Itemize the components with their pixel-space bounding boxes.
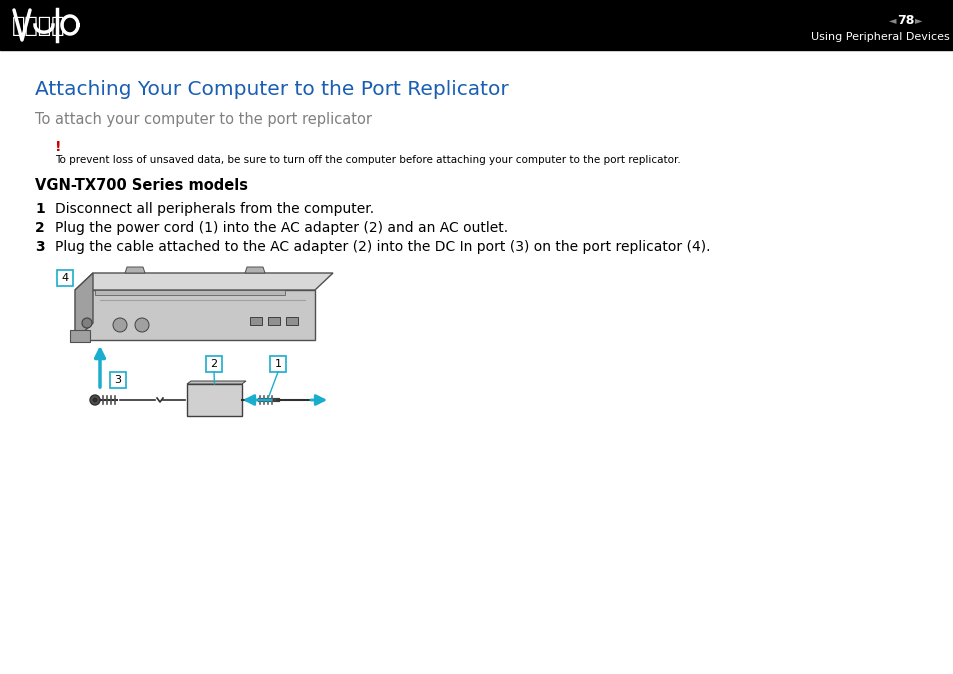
Circle shape — [135, 318, 149, 332]
Text: Plug the power cord (1) into the AC adapter (2) and an AC outlet.: Plug the power cord (1) into the AC adap… — [55, 221, 508, 235]
Bar — [110, 372, 126, 388]
Text: 2: 2 — [211, 359, 217, 369]
Circle shape — [90, 395, 100, 405]
Polygon shape — [187, 381, 246, 384]
Bar — [57, 270, 73, 286]
Text: 3: 3 — [35, 240, 45, 254]
Circle shape — [82, 318, 91, 328]
Text: 2: 2 — [35, 221, 45, 235]
Text: Plug the cable attached to the AC adapter (2) into the DC In port (3) on the por: Plug the cable attached to the AC adapte… — [55, 240, 710, 254]
Bar — [286, 317, 297, 325]
Bar — [0, 0, 953, 50]
Text: 1: 1 — [35, 202, 45, 216]
Circle shape — [112, 318, 127, 332]
Polygon shape — [125, 267, 145, 273]
Bar — [250, 317, 262, 325]
Bar — [187, 384, 242, 416]
Text: Disconnect all peripherals from the computer.: Disconnect all peripherals from the comp… — [55, 202, 374, 216]
Polygon shape — [75, 290, 314, 340]
Text: ヴァイオ: ヴァイオ — [12, 16, 66, 36]
Text: 1: 1 — [274, 359, 281, 369]
Text: 3: 3 — [114, 375, 121, 385]
Text: Using Peripheral Devices: Using Peripheral Devices — [810, 32, 949, 42]
Text: !: ! — [55, 140, 61, 154]
Bar — [270, 356, 286, 372]
Text: 4: 4 — [61, 273, 69, 283]
Text: To prevent loss of unsaved data, be sure to turn off the computer before attachi: To prevent loss of unsaved data, be sure… — [55, 155, 680, 165]
Text: ◄: ◄ — [888, 15, 896, 25]
Bar — [268, 317, 280, 325]
Polygon shape — [75, 273, 92, 340]
Polygon shape — [245, 267, 265, 273]
Polygon shape — [75, 273, 333, 290]
Bar — [70, 330, 90, 342]
Circle shape — [92, 398, 97, 402]
Text: Attaching Your Computer to the Port Replicator: Attaching Your Computer to the Port Repl… — [35, 80, 508, 99]
Text: ►: ► — [914, 15, 922, 25]
Bar — [95, 290, 285, 295]
Text: To attach your computer to the port replicator: To attach your computer to the port repl… — [35, 112, 372, 127]
Text: VGN-TX700 Series models: VGN-TX700 Series models — [35, 178, 248, 193]
Bar — [206, 356, 222, 372]
Text: 78: 78 — [897, 13, 914, 26]
